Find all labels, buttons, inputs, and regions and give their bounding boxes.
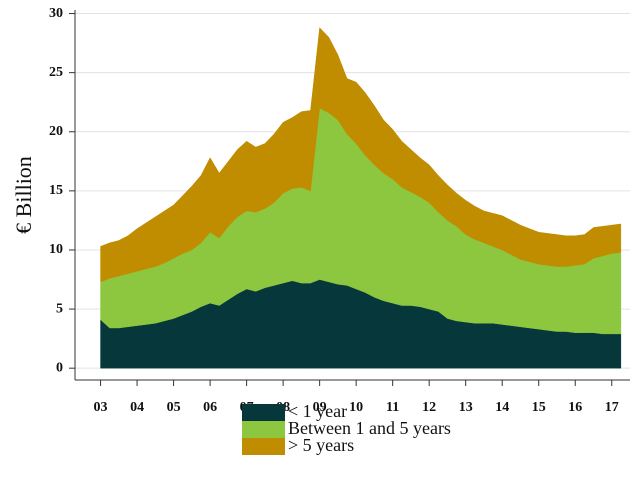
y-tick-label: 0: [56, 360, 63, 375]
legend-swatch: [242, 404, 285, 421]
legend-label: > 5 years: [288, 435, 354, 455]
y-tick-label: 30: [49, 6, 63, 21]
x-tick-label: 10: [349, 400, 363, 415]
area: [100, 27, 622, 283]
x-tick-label: 15: [532, 400, 546, 415]
x-tick-label: 06: [203, 400, 217, 415]
x-tick-label: 09: [313, 400, 327, 415]
x-tick-label: 12: [422, 400, 436, 415]
x-tick-label: 13: [459, 400, 473, 415]
legend-label: Between 1 and 5 years: [288, 418, 451, 438]
legend-swatch: [242, 421, 285, 438]
y-tick-label: 5: [56, 301, 63, 316]
legend-swatch: [242, 438, 285, 455]
x-tick-label: 05: [167, 400, 181, 415]
y-tick-label: 15: [49, 183, 63, 198]
x-tick-label: 14: [495, 400, 509, 415]
x-tick-label: 17: [605, 400, 619, 415]
y-tick-label: 25: [49, 65, 63, 80]
x-tick-label: 04: [130, 400, 144, 415]
x-tick-label: 16: [568, 400, 582, 415]
y-tick-label: 20: [49, 124, 63, 139]
x-tick-label: 03: [94, 400, 108, 415]
y-tick-label: 10: [49, 242, 63, 257]
y-axis-label: € Billion: [11, 156, 36, 234]
x-tick-label: 11: [386, 400, 399, 415]
legend-label: < 1 year: [288, 401, 347, 421]
